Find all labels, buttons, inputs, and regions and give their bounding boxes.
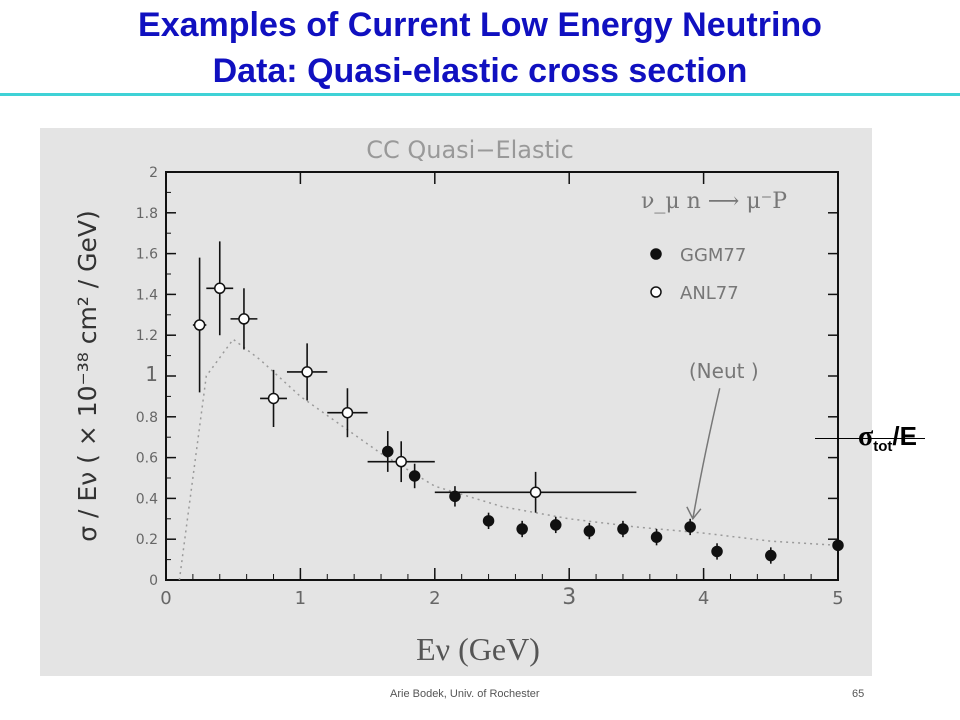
ggm77-point — [684, 521, 696, 533]
slide-title-line-1: Examples of Current Low Energy Neutrino — [138, 6, 822, 44]
anl77-point — [238, 313, 250, 325]
cross-section-chart: CC Quasi−Elastic ν_μ n ⟶ μ⁻P 0 0.2 0.4 0.6 0… — [40, 128, 872, 676]
x-tick-label: 5 — [832, 588, 843, 609]
chart-background — [40, 128, 872, 676]
slide-title: Examples of Current Low Energy Neutrino … — [0, 2, 960, 94]
anl77-point — [193, 319, 206, 331]
anl77-point — [267, 392, 280, 405]
ggm77-point — [382, 445, 394, 458]
ggm77-point — [550, 519, 562, 531]
y-tick-label: 2 — [149, 165, 158, 181]
neut-curve-label: (Neut ) — [689, 359, 759, 383]
ggm77-point — [711, 545, 723, 558]
neut-curve-arrow — [692, 388, 721, 519]
x-tick-label: 3 — [562, 585, 576, 610]
footer-author: Arie Bodek, Univ. of Rochester — [390, 688, 540, 700]
y-tick-label: 1.6 — [136, 247, 158, 263]
footer-page-number: 65 — [852, 688, 865, 700]
y-tick-label: 0.8 — [136, 410, 158, 426]
ggm77-point — [449, 490, 461, 503]
legend-marker-anl77 — [650, 286, 662, 298]
y-tick-label: 1.2 — [136, 328, 158, 344]
ggm77-point — [583, 525, 596, 537]
x-axis-label: Eν (GeV) — [416, 631, 540, 667]
ggm77-point — [617, 523, 629, 535]
anl77-point — [301, 366, 313, 378]
ggm77-point — [482, 515, 495, 527]
slide-title-line-2: Data: Quasi-elastic cross section — [212, 52, 748, 90]
x-tick-label: 1 — [295, 588, 306, 609]
ggm77-point — [765, 549, 777, 562]
y-tick-label: 0.6 — [136, 451, 158, 467]
anl77-point — [341, 406, 354, 419]
chart-title: CC Quasi−Elastic — [366, 136, 574, 164]
y-tick-label: 1.8 — [136, 206, 158, 222]
ggm77-point — [832, 539, 844, 552]
legend-marker-ggm77 — [650, 248, 662, 260]
ggm77-point — [516, 523, 528, 535]
anl77-point — [214, 282, 226, 295]
ggm77-point — [650, 531, 663, 543]
y-tick-label: 0.2 — [136, 532, 158, 548]
y-tick-label: 0 — [149, 573, 158, 589]
x-tick-label: 2 — [429, 588, 440, 609]
legend-label-anl77: ANL77 — [680, 283, 739, 304]
x-tick-label: 4 — [698, 588, 709, 609]
over-e-text: /E — [892, 421, 917, 451]
sigma-symbol: σ — [858, 421, 874, 452]
legend-label-ggm77: GGM77 — [680, 245, 746, 266]
sigma-tot-over-e-label: σtot/E — [858, 421, 917, 455]
sigma-tot-underline — [815, 438, 925, 439]
anl77-point — [395, 455, 407, 468]
anl77-point — [529, 486, 542, 499]
reaction-label: ν_μ n ⟶ μ⁻P — [641, 189, 787, 214]
neut-curve-arrowhead — [686, 506, 702, 521]
y-axis-label: σ / Eν ( × 10⁻³⁸ cm² / GeV) — [73, 210, 102, 542]
y-tick-label: 1.4 — [136, 287, 158, 303]
sigma-subscript: tot — [873, 438, 893, 455]
x-tick-label: 0 — [160, 588, 171, 609]
ggm77-point — [408, 470, 421, 482]
y-tick-label: 1 — [145, 362, 158, 386]
title-divider — [0, 93, 960, 96]
y-tick-label: 0.4 — [136, 491, 158, 507]
